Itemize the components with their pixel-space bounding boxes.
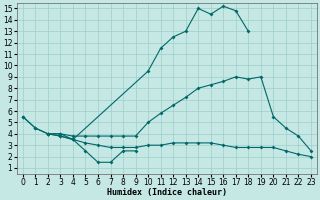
X-axis label: Humidex (Indice chaleur): Humidex (Indice chaleur): [107, 188, 227, 197]
